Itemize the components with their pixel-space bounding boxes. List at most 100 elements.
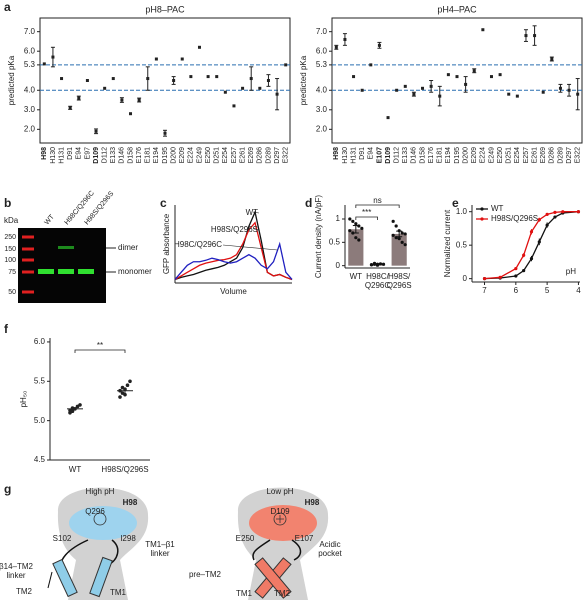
y-tick-label: 2.0 bbox=[316, 124, 328, 133]
diagram-label: β14–TM2 linker bbox=[0, 562, 33, 580]
point bbox=[357, 238, 361, 242]
channel-high bbox=[47, 487, 149, 600]
point bbox=[334, 45, 338, 49]
band bbox=[38, 269, 54, 274]
point bbox=[129, 112, 133, 116]
y-tick-label: 5.3 bbox=[316, 60, 328, 69]
point bbox=[258, 86, 262, 90]
x-tick-label: H98C/ Q296C bbox=[364, 272, 391, 290]
point bbox=[85, 79, 89, 82]
point bbox=[120, 98, 124, 102]
point bbox=[206, 75, 210, 79]
x-tick-label: D109 bbox=[93, 147, 100, 164]
point bbox=[266, 79, 270, 82]
channel-low bbox=[237, 487, 329, 600]
x-tick-label: E94 bbox=[76, 147, 83, 160]
x-tick-label: E257 bbox=[231, 147, 238, 163]
y-tick-label: 1.0 bbox=[456, 207, 468, 216]
x-tick-label: E97 bbox=[84, 147, 91, 160]
point bbox=[438, 94, 442, 98]
x-tick-label: E107 bbox=[376, 147, 383, 163]
x-tick-label: E269 bbox=[248, 147, 255, 163]
diagram-label: TM1–β1 linker bbox=[145, 540, 175, 558]
marker bbox=[545, 223, 549, 227]
point bbox=[275, 92, 279, 96]
point bbox=[103, 86, 107, 90]
marker bbox=[514, 274, 518, 278]
diagram-label: I298 bbox=[120, 534, 136, 543]
point bbox=[51, 55, 55, 59]
band bbox=[78, 269, 94, 274]
point bbox=[351, 219, 355, 223]
bracket bbox=[74, 349, 126, 353]
frame bbox=[331, 17, 583, 144]
point bbox=[68, 106, 72, 110]
x-tick-label: H130 bbox=[50, 147, 57, 164]
point bbox=[172, 79, 176, 82]
x-tick-label: E249 bbox=[488, 147, 495, 163]
point bbox=[507, 92, 511, 96]
point bbox=[472, 69, 476, 73]
point bbox=[111, 77, 115, 81]
x-tick-label: D286 bbox=[549, 147, 556, 164]
chart-title: pH4–PAC bbox=[437, 4, 477, 14]
point bbox=[400, 231, 404, 235]
x-tick-label: E209 bbox=[179, 147, 186, 163]
lane-label: WT bbox=[44, 213, 57, 226]
marker bbox=[522, 253, 526, 257]
x-tick-label: E133 bbox=[402, 147, 409, 163]
x-tick-label: H98S/ Q296S bbox=[386, 272, 412, 290]
line bbox=[174, 221, 293, 281]
point bbox=[354, 236, 358, 240]
point bbox=[348, 229, 352, 233]
point bbox=[360, 226, 364, 230]
x-tick-label: E181 bbox=[145, 147, 152, 163]
x-tick-label: D286 bbox=[257, 147, 264, 164]
diagram-label: H98 bbox=[123, 498, 138, 507]
y-axis-label: Current density (nA/pF) bbox=[314, 195, 323, 278]
point bbox=[558, 86, 562, 90]
point bbox=[232, 104, 236, 108]
panel-label: f bbox=[4, 322, 9, 336]
y-tick-label: 6.0 bbox=[34, 337, 46, 346]
point bbox=[60, 77, 64, 81]
y-tick-label: 7.0 bbox=[316, 27, 328, 36]
point bbox=[68, 408, 72, 413]
x-tick-label: D91 bbox=[359, 147, 366, 160]
marker bbox=[498, 275, 502, 279]
point bbox=[223, 90, 227, 94]
point bbox=[137, 98, 141, 102]
ladder-label: 50 bbox=[8, 289, 16, 296]
marker bbox=[482, 277, 487, 281]
point bbox=[403, 84, 407, 88]
point bbox=[394, 224, 398, 228]
diagram-label: E107 bbox=[295, 534, 314, 543]
x-tick-label: 5 bbox=[545, 286, 550, 295]
x-tick-label: D297 bbox=[566, 147, 573, 164]
x-tick-label: E261 bbox=[239, 147, 246, 163]
x-tick-label: E269 bbox=[540, 147, 547, 163]
x-tick-label: E322 bbox=[283, 147, 290, 163]
x-tick-label: D158 bbox=[419, 147, 426, 164]
ladder-band bbox=[22, 290, 34, 294]
x-tick-label: E224 bbox=[188, 147, 195, 163]
y-tick-label: 0.5 bbox=[329, 237, 341, 246]
x-tick-label: 6 bbox=[514, 286, 519, 295]
point bbox=[125, 383, 130, 388]
ladder-band bbox=[22, 247, 34, 251]
marker bbox=[576, 210, 581, 214]
panel-label: g bbox=[4, 482, 11, 496]
state-title: Low pH bbox=[266, 487, 293, 496]
x-tick-label: D112 bbox=[101, 147, 108, 163]
point bbox=[481, 28, 485, 32]
point bbox=[541, 90, 545, 94]
y-tick-label: 5.5 bbox=[34, 376, 46, 385]
x-tick-label: E176 bbox=[136, 147, 143, 163]
diagram-label: E250 bbox=[236, 534, 255, 543]
x-tick-label: E133 bbox=[110, 147, 117, 163]
x-tick-label: E224 bbox=[480, 147, 487, 163]
point bbox=[154, 57, 158, 61]
x-tick-label: E94 bbox=[368, 147, 375, 160]
y-tick-label: 2.0 bbox=[24, 124, 36, 133]
